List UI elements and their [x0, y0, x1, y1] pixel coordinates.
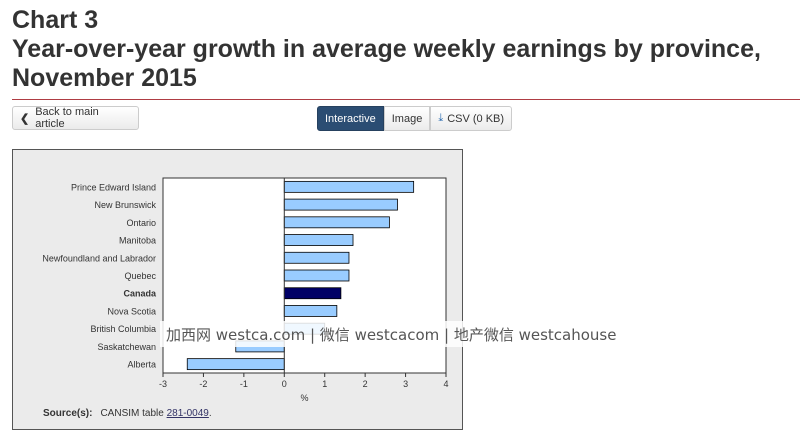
- title-line-2: November 2015: [12, 64, 197, 92]
- category-label-3: Manitoba: [119, 236, 156, 246]
- csv-download-button[interactable]: ⤓ CSV (0 KB): [430, 106, 513, 131]
- category-label-8: British Columbia: [90, 324, 156, 334]
- source-note: Source(s): CANSIM table 281-0049.: [43, 408, 212, 419]
- chart-number: Chart 3: [12, 6, 99, 34]
- source-label: Source(s):: [43, 408, 93, 419]
- category-label-5: Quebec: [124, 271, 156, 281]
- bar-3: [283, 234, 354, 246]
- image-button[interactable]: Image: [383, 106, 431, 131]
- view-switcher: Interactive Image ⤓ CSV (0 KB): [317, 106, 513, 131]
- bar-7: [283, 305, 338, 317]
- bar-0: [283, 180, 415, 193]
- category-label-4: Newfoundland and Labrador: [42, 253, 156, 263]
- interactive-button[interactable]: Interactive: [317, 106, 384, 131]
- bar-6: [283, 287, 342, 300]
- x-tick-label-1: -2: [199, 379, 207, 389]
- x-tick-label-0: -3: [159, 379, 167, 389]
- title-divider: [12, 99, 800, 100]
- category-label-9: Saskatchewan: [97, 342, 156, 352]
- chart-frame: Prince Edward Island New Brunswick Ontario…: [12, 149, 463, 430]
- bar-5: [283, 269, 350, 282]
- bar-4: [283, 251, 350, 264]
- x-tick-label-6: 3: [403, 379, 408, 389]
- csv-label: CSV (0 KB): [447, 112, 505, 125]
- back-button-label: Back to main article: [35, 106, 99, 130]
- category-label-10: Alberta: [127, 360, 156, 370]
- category-label-6: Canada: [123, 289, 157, 299]
- back-to-article-button[interactable]: ❮ Back to main article: [12, 106, 139, 130]
- page-title: Chart 3 Year-over-year growth in average…: [12, 6, 761, 93]
- category-label-7: Nova Scotia: [107, 306, 156, 316]
- download-icon: ⤓: [438, 112, 444, 124]
- x-tick-label-2: -1: [240, 379, 248, 389]
- source-link[interactable]: 281-0049: [166, 408, 209, 419]
- x-axis-label: %: [300, 393, 308, 403]
- image-label: Image: [391, 112, 423, 125]
- category-label-0: Prince Edward Island: [71, 182, 156, 192]
- x-tick-label-4: 1: [322, 379, 327, 389]
- x-tick-label-5: 2: [363, 379, 368, 389]
- source-suffix: .: [208, 408, 212, 419]
- title-line-1: Year-over-year growth in average weekly …: [12, 35, 761, 63]
- source-text: CANSIM table: [100, 408, 164, 419]
- x-tick-label-7: 4: [443, 379, 448, 389]
- watermark-text: 加西网 westca.com | 微信 westcacom | 地产微信 wes…: [160, 321, 656, 347]
- category-label-1: New Brunswick: [94, 200, 156, 210]
- chevron-left-icon: ❮: [20, 112, 30, 125]
- interactive-label: Interactive: [325, 112, 376, 125]
- category-label-2: Ontario: [126, 218, 156, 228]
- bar-1: [283, 198, 398, 211]
- bar-10: [186, 358, 285, 371]
- bar-2: [283, 216, 390, 229]
- bar-chart: Prince Edward Island New Brunswick Ontario…: [42, 177, 449, 403]
- x-tick-label-3: 0: [282, 379, 287, 389]
